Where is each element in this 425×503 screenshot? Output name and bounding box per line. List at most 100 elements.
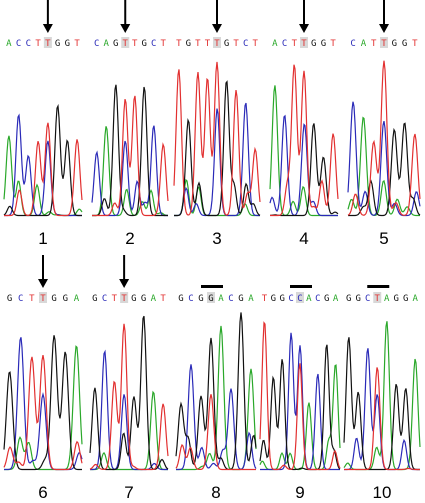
base-highlight [207, 292, 215, 303]
trace-C [90, 349, 168, 471]
sequence-letter-A: A [333, 294, 339, 304]
sequence-letter-G: G [224, 39, 229, 49]
mutation-span-bar [367, 285, 390, 288]
panel-number: 8 [211, 483, 220, 502]
sequence-letter-G: G [92, 294, 97, 304]
sequence-letter-T: T [301, 39, 307, 49]
sequence-letter-A: A [413, 294, 419, 304]
trace-T [4, 122, 83, 217]
sequence-letter-T: T [29, 294, 35, 304]
sequence-letter-G: G [113, 39, 118, 49]
sequence-letter-C: C [228, 294, 233, 304]
sequence-letter-C: C [16, 39, 21, 49]
base-highlight [43, 37, 52, 48]
sequence-letter-C: C [315, 294, 320, 304]
panel-number: 1 [38, 229, 47, 248]
sequence-letter-T: T [195, 39, 201, 49]
sequence-letter-C: C [26, 39, 31, 49]
base-highlight [300, 37, 308, 48]
panel-number: 2 [125, 229, 134, 248]
trace-T [270, 64, 339, 217]
panel-number: 10 [373, 483, 392, 502]
sequence-letter-T: T [112, 294, 118, 304]
arrow-down-icon [42, 24, 53, 33]
sequence-letter-G: G [63, 294, 68, 304]
panel-number: 3 [212, 229, 221, 248]
trace-G [3, 103, 82, 217]
sequence-letter-C: C [282, 39, 287, 49]
sequence-letter-A: A [272, 39, 278, 49]
sequence-letter-G: G [280, 294, 285, 304]
sequence-letter-C: C [297, 294, 302, 304]
sequence-letter-T: T [330, 39, 336, 49]
sequence-letter-G: G [311, 39, 316, 49]
sequence-letter-G: G [321, 39, 326, 49]
sequence-letter-C: C [350, 39, 355, 49]
sequence-letter-T: T [132, 39, 138, 49]
trace-T [259, 321, 341, 471]
sequence-letter-G: G [178, 294, 183, 304]
sequence-letter-G: G [271, 294, 276, 304]
sequence-letter-T: T [176, 39, 182, 49]
sequence-letter-C: C [102, 294, 107, 304]
base-highlight [296, 292, 304, 303]
sequence-letter-G: G [186, 39, 191, 49]
sequence-letter-A: A [384, 294, 390, 304]
sequence-letter-T: T [123, 39, 129, 49]
sequence-letter-G: G [7, 294, 12, 304]
trace-C [174, 102, 260, 217]
sequence-letter-A: A [361, 39, 367, 49]
trace-C [4, 113, 82, 217]
sequence-letter-C: C [18, 294, 23, 304]
sequence-letter-T: T [214, 39, 220, 49]
trace-A [92, 126, 169, 217]
trace-G [174, 80, 261, 217]
sequence-letter-G: G [141, 294, 146, 304]
sequence-letter-G: G [51, 294, 56, 304]
trace-T [175, 394, 256, 471]
sequence-letter-T: T [45, 39, 51, 49]
trace-T [344, 367, 420, 471]
trace-C [269, 114, 338, 217]
sequence-letter-G: G [65, 39, 70, 49]
sequence-letter-G: G [131, 294, 136, 304]
sequence-letter-A: A [74, 294, 80, 304]
panel-number: 9 [295, 483, 304, 502]
sequence-letter-G: G [198, 294, 203, 304]
arrow-down-icon [299, 24, 309, 33]
mutation-span-bar [290, 285, 312, 288]
arrow-down-icon [119, 279, 130, 288]
trace-T [3, 354, 83, 471]
sequence-letter-T: T [262, 294, 268, 304]
trace-T [92, 95, 169, 217]
panel-number: 4 [299, 229, 308, 248]
trace-G [3, 335, 82, 471]
mutation-span-bar [201, 285, 223, 288]
base-highlight [373, 292, 382, 303]
sequence-letter-A: A [151, 294, 157, 304]
sequence-letter-T: T [412, 39, 418, 49]
sequence-letter-T: T [35, 39, 41, 49]
sequence-letter-G: G [356, 294, 361, 304]
sequence-letter-T: T [205, 39, 211, 49]
sequence-letter-G: G [346, 294, 351, 304]
base-highlight [380, 37, 388, 48]
panel-number: 5 [379, 229, 388, 248]
trace-A [259, 364, 341, 471]
trace-C [347, 101, 421, 217]
sequence-letter-C: C [188, 294, 193, 304]
arrow-down-icon [120, 24, 131, 33]
sequence-letter-G: G [402, 39, 407, 49]
sequence-letter-C: C [288, 294, 293, 304]
sequence-letter-T: T [292, 39, 298, 49]
sequence-letter-A: A [248, 294, 254, 304]
sequence-letter-G: G [142, 39, 147, 49]
sequence-letter-T: T [160, 294, 166, 304]
sequence-letter-T: T [375, 294, 381, 304]
sequence-letter-T: T [233, 39, 239, 49]
panel-number: 7 [124, 483, 133, 502]
trace-G [270, 123, 339, 217]
trace-C [91, 125, 168, 217]
sequence-letter-A: A [104, 39, 110, 49]
sequence-letter-T: T [40, 294, 46, 304]
